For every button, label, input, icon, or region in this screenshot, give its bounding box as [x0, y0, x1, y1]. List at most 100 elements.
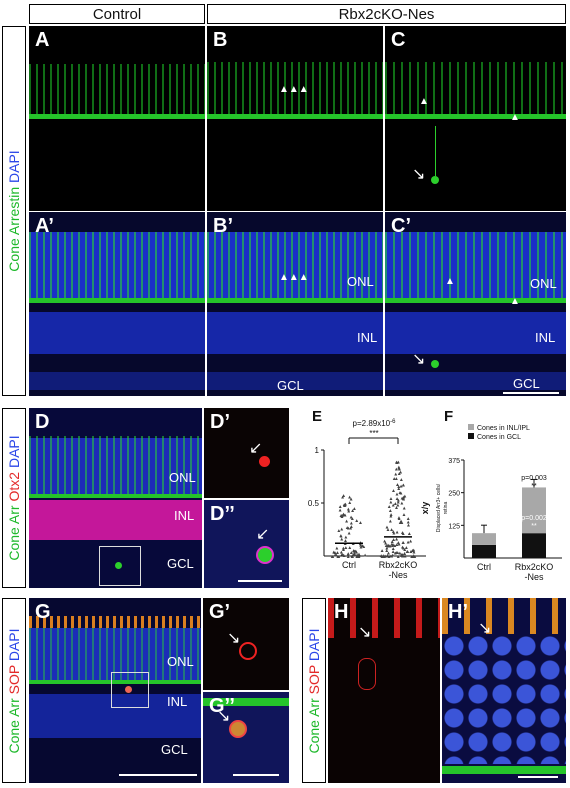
data-point: ▲	[395, 503, 400, 509]
x-tick-label: Rbx2cKO	[379, 560, 418, 570]
data-point: ▲	[346, 554, 351, 560]
label-inl: INL	[174, 508, 195, 523]
data-point: ▲	[342, 513, 347, 519]
data-point: ▲	[406, 540, 411, 546]
arrow-icon: ↘	[478, 620, 492, 637]
label-gcl: GCL	[513, 376, 540, 391]
cone-pedicle-line	[207, 114, 383, 119]
data-point: ▲	[343, 501, 348, 507]
scale-bar	[119, 774, 197, 776]
arrow-icon: ↘	[412, 166, 426, 183]
x-tick-label: Rbx2cKO	[515, 562, 554, 572]
cone-segments	[207, 232, 383, 298]
data-point: ▲	[354, 553, 359, 559]
data-point: ▲	[401, 553, 406, 559]
data-point: ▲	[379, 553, 384, 559]
data-point: ▲	[401, 512, 406, 518]
data-point: ▲	[354, 554, 359, 560]
cone-pedicle-line	[385, 114, 566, 119]
data-point: ▲	[401, 483, 406, 489]
data-point: ▲	[350, 516, 355, 522]
data-point: ▲	[385, 553, 390, 559]
data-point: ▲	[396, 460, 401, 466]
data-point: ▲	[343, 545, 348, 551]
data-point: ▲	[339, 527, 344, 533]
data-point: ▲	[343, 502, 348, 508]
data-point: ▲	[402, 547, 407, 553]
data-point: ▲	[350, 554, 355, 560]
data-point: ▲	[388, 513, 393, 519]
data-point: ▲	[384, 548, 389, 554]
data-point: ▲	[342, 502, 347, 508]
label-onl: ONL	[347, 274, 374, 289]
side-label-part: DAPI	[6, 627, 22, 665]
arrow-icon: ↘	[227, 630, 241, 647]
data-point: ▲	[351, 541, 356, 547]
data-point: ▲	[346, 506, 351, 512]
data-point: ▲	[390, 539, 395, 545]
data-point: ▲	[387, 543, 392, 549]
data-point: ▲	[411, 547, 416, 553]
label-gcl: GCL	[277, 378, 304, 393]
sop-segments	[442, 598, 566, 634]
data-point: ▲	[335, 554, 340, 560]
data-point: ▲	[347, 494, 352, 500]
cone-pedicle-line	[207, 298, 383, 303]
label-inl: INL	[357, 330, 378, 345]
data-point: ▲	[383, 553, 388, 559]
data-point: ▲	[346, 552, 351, 558]
data-point: ▲	[402, 493, 407, 499]
data-point: ▲	[343, 541, 348, 547]
data-point: ▲	[410, 548, 415, 554]
data-point: ▲	[387, 504, 392, 510]
onl-band	[29, 628, 201, 682]
data-point: ▲	[394, 460, 399, 466]
data-point: ▲	[402, 505, 407, 511]
data-point: ▲	[335, 550, 340, 556]
inl-band	[29, 312, 205, 354]
data-point: ▲	[346, 525, 351, 531]
inset-box	[111, 672, 149, 708]
legend-label: Cones in GCL	[477, 434, 521, 441]
scale-bar	[238, 580, 282, 582]
data-point: ▲	[380, 554, 385, 560]
panel-label: H	[334, 601, 349, 623]
data-point: ▲	[400, 540, 405, 546]
data-point: ▲	[397, 541, 402, 547]
y-tick-label: 250	[448, 491, 460, 498]
data-point: ▲	[410, 548, 415, 554]
data-point: ▲	[346, 509, 351, 515]
data-point: ▲	[397, 515, 402, 521]
data-point: ▲	[334, 552, 339, 558]
data-point: ▲	[400, 552, 405, 558]
panel-label: D’	[210, 411, 230, 433]
data-point: ▲	[388, 496, 393, 502]
x-tick-label: Ctrl	[342, 560, 356, 570]
data-point: ▲	[391, 530, 396, 536]
legend-swatch	[468, 424, 474, 430]
data-point: ▲	[394, 505, 399, 511]
cone-pedicle-line	[29, 298, 205, 303]
data-point: ▲	[340, 551, 345, 557]
data-point: ▲	[347, 545, 352, 551]
data-point: ▲	[390, 543, 395, 549]
data-point: ▲	[386, 554, 391, 560]
displaced-cone-body	[431, 176, 439, 184]
data-point: ▲	[411, 553, 416, 559]
data-point: ▲	[395, 550, 400, 556]
data-point: ▲	[412, 554, 417, 560]
data-point: ▲	[343, 534, 348, 540]
bar	[472, 533, 496, 545]
data-point: ▲	[391, 549, 396, 555]
displaced-cone-body	[256, 546, 274, 564]
gcl-band	[385, 372, 566, 390]
y-axis-label: x/y	[420, 502, 430, 515]
data-point: ▲	[341, 546, 346, 552]
data-point: ▲	[397, 466, 402, 472]
y-axis-label: retina	[443, 502, 449, 515]
panel-c: ▲ ▲ ↘ C	[385, 26, 566, 211]
data-point: ▲	[332, 553, 337, 559]
data-point: ▲	[333, 550, 338, 556]
data-point: ▲	[339, 550, 344, 556]
data-point: ▲	[360, 543, 365, 549]
